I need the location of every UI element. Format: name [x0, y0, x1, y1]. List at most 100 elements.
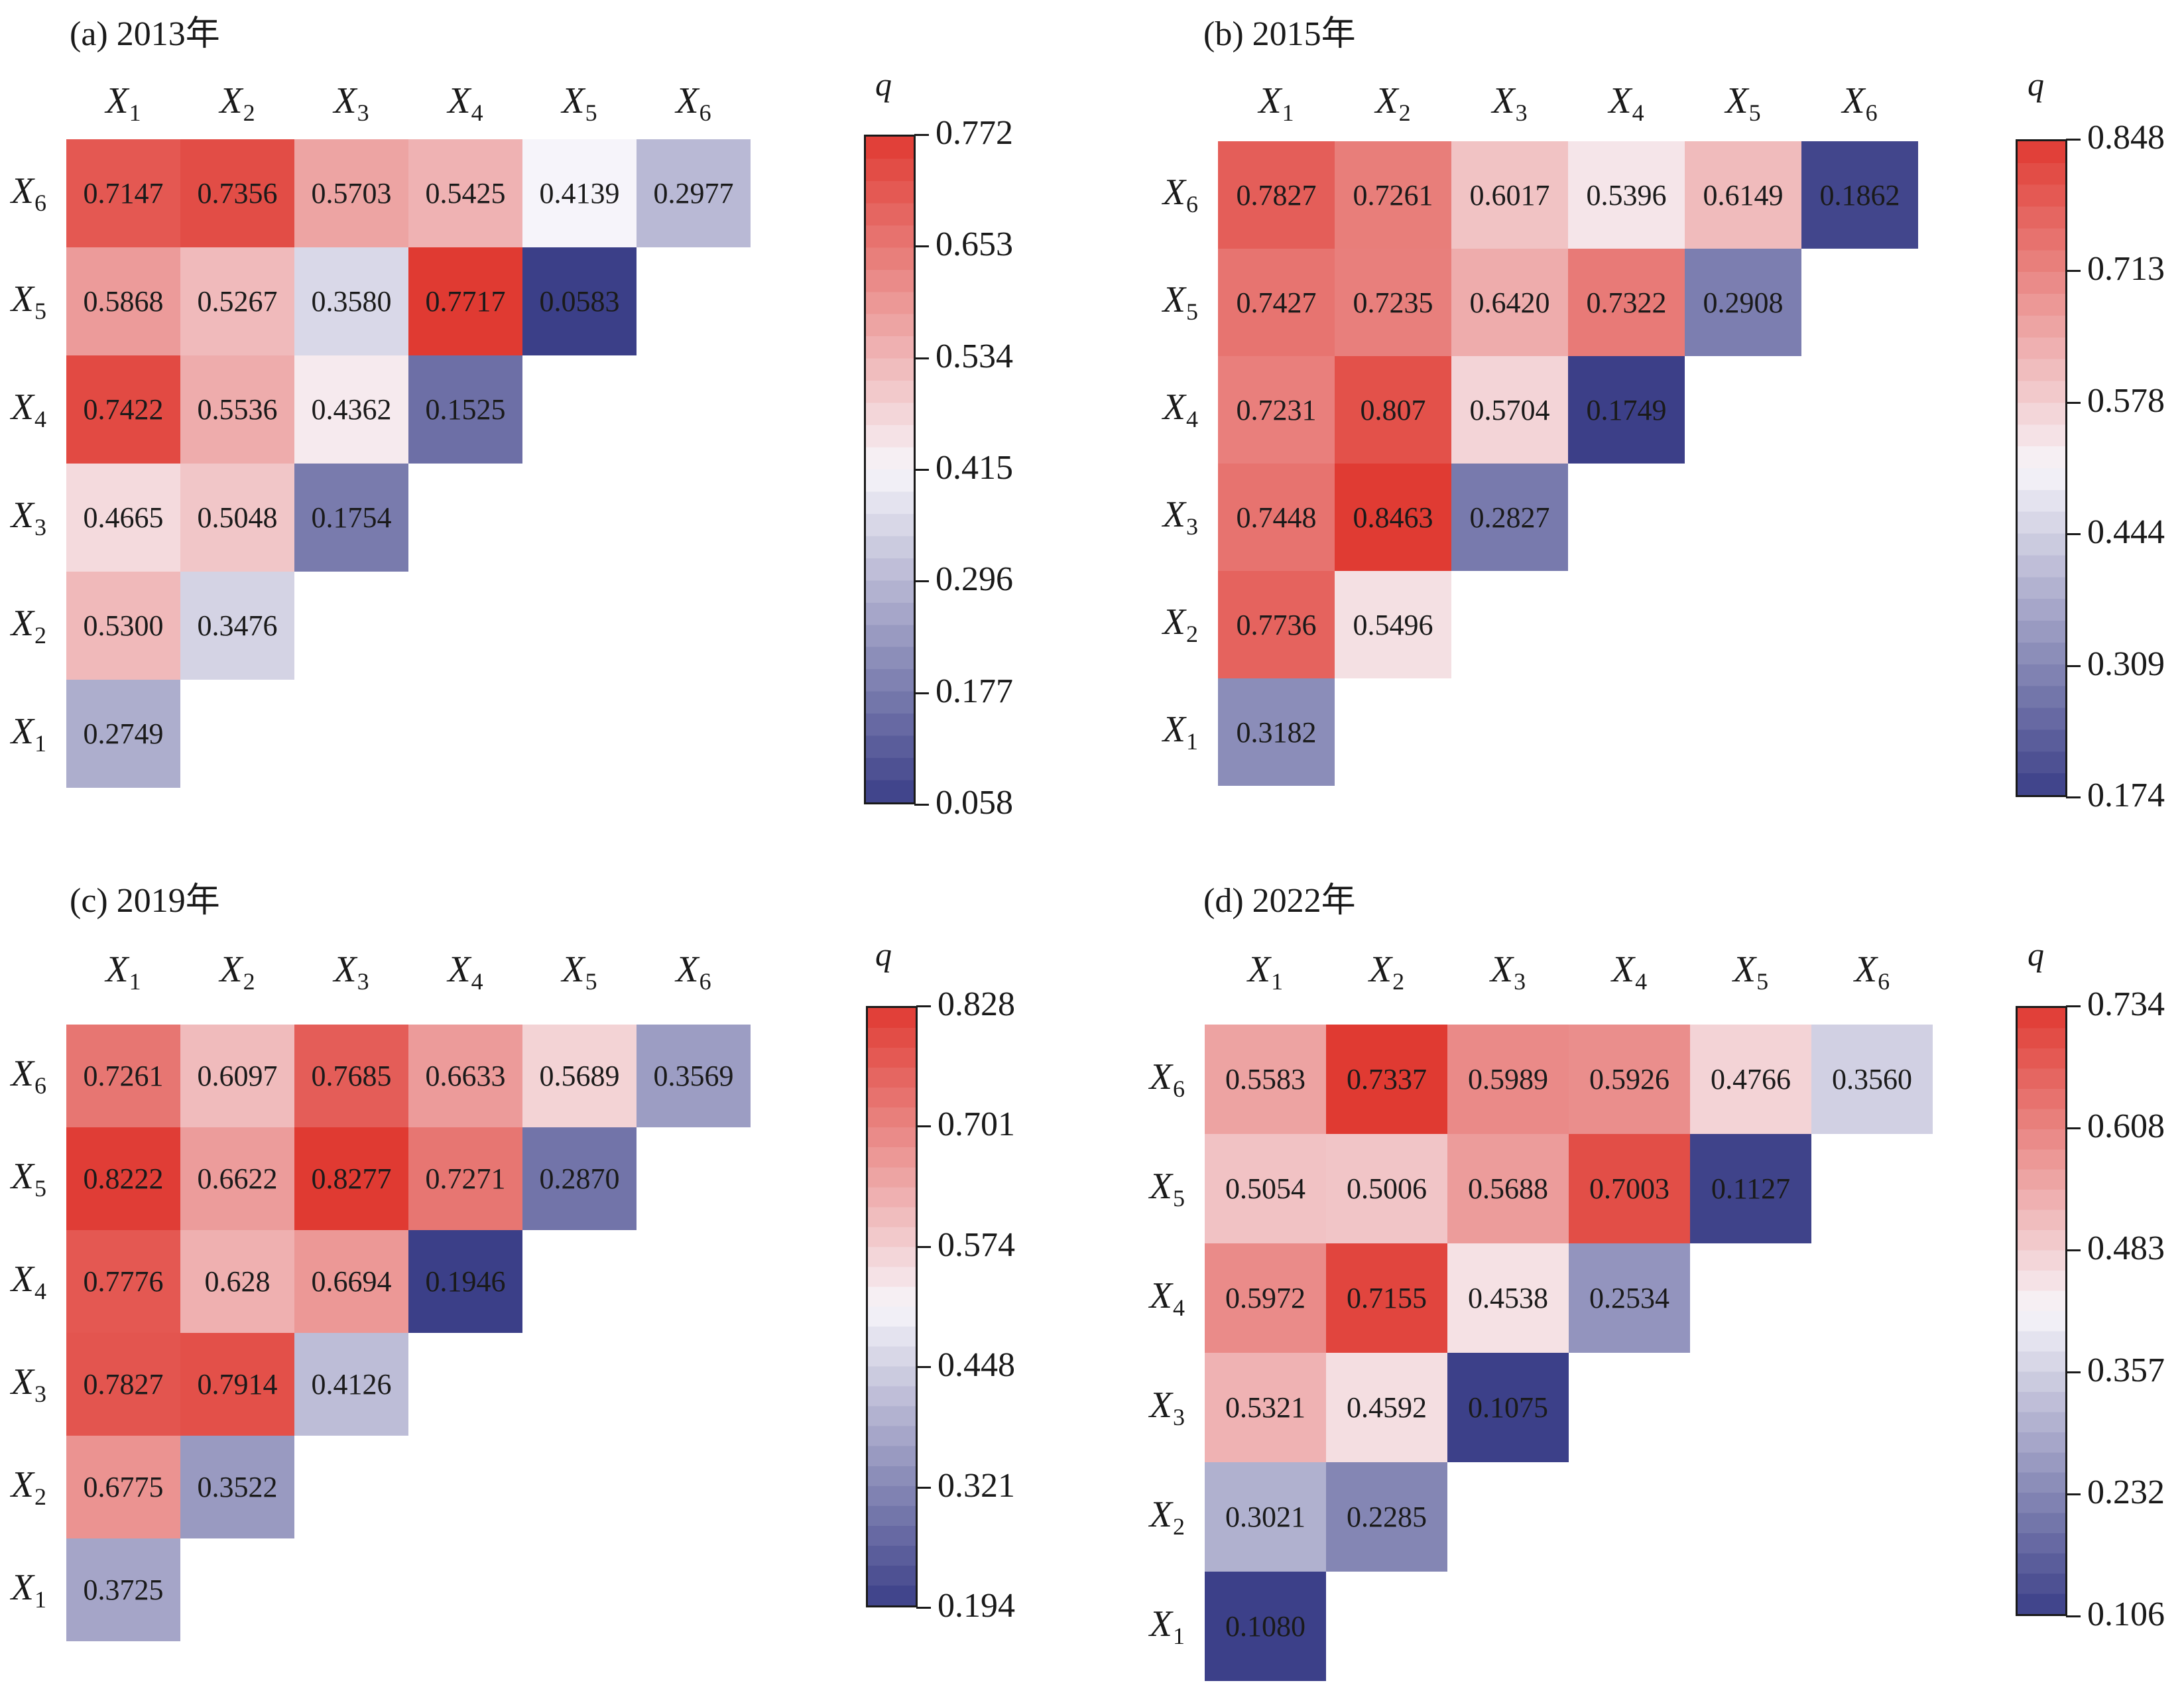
- row-label: X6: [11, 1052, 46, 1099]
- heatmap-cell: 0.6420: [1451, 249, 1568, 356]
- colorbar-tick-label: 0.296: [936, 560, 1013, 599]
- colorbar: [2016, 139, 2067, 797]
- column-label: X2: [219, 80, 255, 126]
- heatmap-cell: 0.1127: [1690, 1134, 1811, 1243]
- colorbar-tick: [2066, 1005, 2081, 1007]
- heatmap-cell: 0.7827: [66, 1333, 180, 1436]
- panel-title: (a) 2013年: [70, 15, 220, 53]
- row-label: X2: [11, 602, 46, 649]
- column-label: X3: [1490, 949, 1526, 995]
- heatmap-cell: 0.4362: [294, 355, 408, 464]
- column-label: X6: [1854, 949, 1890, 995]
- column-label: X1: [1247, 949, 1284, 995]
- colorbar-tick-label: 0.701: [938, 1105, 1015, 1144]
- heatmap-cell: 0.5300: [66, 572, 180, 680]
- heatmap-cell: 0.5703: [294, 139, 408, 247]
- row-label: X5: [1149, 1165, 1185, 1212]
- heatmap-cell: 0.7717: [408, 247, 522, 355]
- row-label: X2: [1162, 601, 1198, 647]
- heatmap-cell: 0.4665: [66, 464, 180, 572]
- colorbar-tick-label: 0.309: [2087, 645, 2165, 683]
- colorbar-tick: [2066, 533, 2081, 536]
- row-label: X4: [1162, 387, 1198, 432]
- heatmap-cell: 0.807: [1335, 356, 1451, 464]
- heatmap-cell: 0.6097: [180, 1025, 294, 1127]
- heatmap-cell: 0.2534: [1569, 1243, 1690, 1353]
- heatmap-cell: 0.5321: [1205, 1353, 1326, 1462]
- colorbar-tick: [2066, 1249, 2081, 1251]
- column-label: X4: [448, 80, 483, 126]
- row-label: X4: [11, 1258, 46, 1304]
- heatmap-cell: 0.6149: [1685, 141, 1801, 249]
- colorbar-tick: [2066, 664, 2081, 667]
- colorbar-tick-label: 0.357: [2087, 1351, 2165, 1389]
- heatmap-cell: 0.7003: [1569, 1134, 1690, 1243]
- heatmap-cell: 0.2908: [1685, 249, 1801, 356]
- heatmap-cell: 0.6775: [66, 1436, 180, 1538]
- colorbar-tick: [914, 692, 929, 694]
- heatmap-cell: 0.5989: [1447, 1025, 1569, 1134]
- row-label: X2: [11, 1464, 46, 1510]
- colorbar-tick-label: 0.578: [2087, 381, 2165, 420]
- colorbar-tick-label: 0.734: [2087, 985, 2165, 1023]
- colorbar-tick: [2066, 401, 2081, 404]
- row-label: X6: [11, 170, 46, 216]
- colorbar-tick-label: 0.713: [2087, 250, 2165, 288]
- colorbar-tick: [2066, 139, 2081, 141]
- heatmap-cell: 0.2827: [1451, 464, 1568, 571]
- heatmap-cell: 0.4126: [294, 1333, 408, 1436]
- colorbar-tick-label: 0.415: [936, 449, 1013, 487]
- column-label: X2: [1368, 949, 1405, 995]
- heatmap-cell: 0.6633: [408, 1025, 522, 1127]
- row-label: X5: [1162, 279, 1198, 325]
- row-label: X1: [1162, 709, 1198, 755]
- heatmap-cell: 0.5972: [1205, 1243, 1326, 1353]
- heatmap-cell: 0.3569: [637, 1025, 751, 1127]
- colorbar-tick-label: 0.608: [2087, 1107, 2165, 1145]
- heatmap-cell: 0.5267: [180, 247, 294, 355]
- heatmap-cell: 0.7736: [1218, 571, 1335, 678]
- heatmap-cell: 0.7776: [66, 1230, 180, 1333]
- heatmap-cell: 0.5688: [1447, 1134, 1569, 1243]
- column-label: X2: [1375, 80, 1411, 126]
- heatmap-cell: 0.8222: [66, 1127, 180, 1230]
- colorbar-tick-label: 0.574: [938, 1225, 1015, 1264]
- heatmap-cell: 0.1749: [1568, 356, 1685, 464]
- colorbar-tick-label: 0.772: [936, 114, 1013, 152]
- colorbar: [864, 135, 916, 804]
- heatmap-cell: 0.3522: [180, 1436, 294, 1538]
- heatmap-cell: 0.5704: [1451, 356, 1568, 464]
- row-label: X6: [1149, 1056, 1185, 1102]
- heatmap-cell: 0.7448: [1218, 464, 1335, 571]
- colorbar-label: q: [2028, 66, 2044, 103]
- heatmap-cell: 0.628: [180, 1230, 294, 1333]
- heatmap-cell: 0.7261: [66, 1025, 180, 1127]
- column-label: X4: [1611, 949, 1648, 995]
- heatmap-cell: 0.5425: [408, 139, 522, 247]
- column-label: X1: [1258, 80, 1294, 126]
- heatmap-cell: 0.7235: [1335, 249, 1451, 356]
- heatmap-cell: 0.7685: [294, 1025, 408, 1127]
- heatmap-cell: 0.1075: [1447, 1353, 1569, 1462]
- heatmap-cell: 0.8277: [294, 1127, 408, 1230]
- column-label: X5: [562, 949, 597, 995]
- heatmap-cell: 0.7261: [1335, 141, 1451, 249]
- row-label: X1: [11, 1566, 46, 1613]
- heatmap-cell: 0.3560: [1811, 1025, 1933, 1134]
- column-label: X2: [219, 949, 255, 995]
- colorbar-tick: [914, 357, 929, 359]
- heatmap-cell: 0.8463: [1335, 464, 1451, 571]
- heatmap-cell: 0.4139: [522, 139, 637, 247]
- colorbar-tick-label: 0.828: [938, 985, 1015, 1023]
- colorbar-tick-label: 0.483: [2087, 1229, 2165, 1267]
- heatmap-cell: 0.2977: [637, 139, 751, 247]
- heatmap-cell: 0.1080: [1205, 1572, 1326, 1681]
- heatmap-cell: 0.2749: [66, 680, 180, 788]
- row-label: X4: [1149, 1275, 1185, 1321]
- colorbar-tick-label: 0.653: [936, 225, 1013, 264]
- heatmap-cell: 0.7322: [1568, 249, 1685, 356]
- colorbar-tick-label: 0.448: [938, 1346, 1015, 1385]
- panel-title: (b) 2015年: [1203, 15, 1356, 53]
- heatmap-cell: 0.1525: [408, 355, 522, 464]
- colorbar-tick: [2066, 1127, 2081, 1129]
